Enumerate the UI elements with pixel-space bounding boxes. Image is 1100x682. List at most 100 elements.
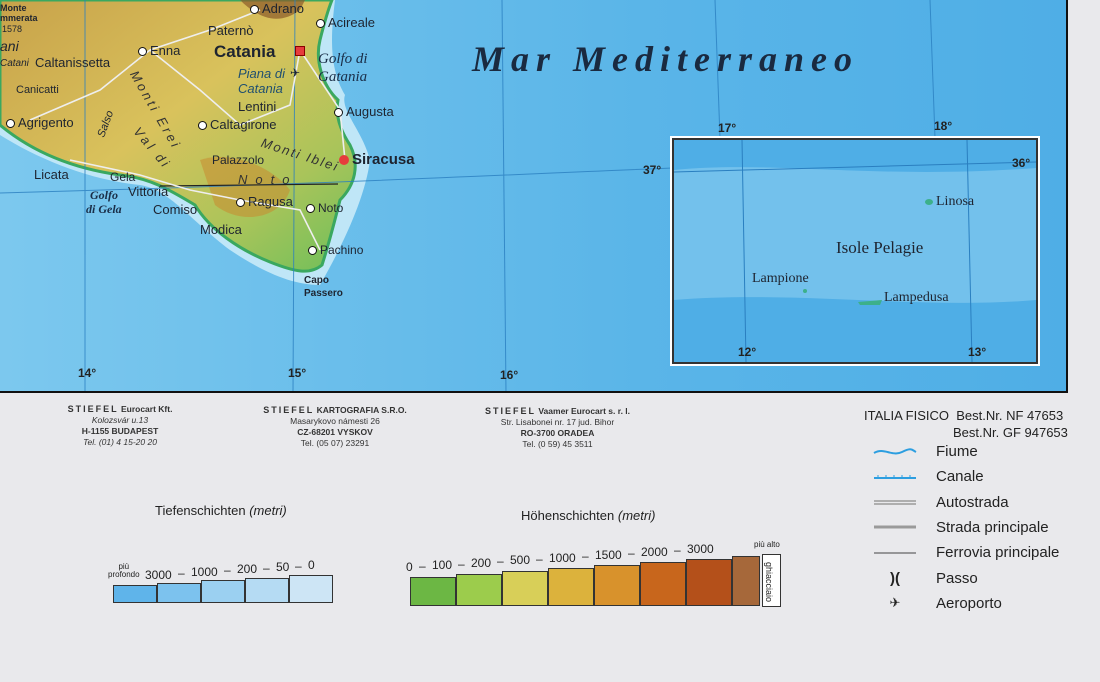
height-scale-title: Höhenschichten (metri)	[521, 508, 656, 523]
gulf-gela-label: Golfo	[90, 188, 118, 202]
city-adrano: Adrano	[250, 1, 304, 16]
height-color-cell	[548, 568, 594, 606]
noto-region-label: Noto	[238, 172, 298, 187]
longitude-label: 17°	[718, 121, 737, 135]
island-lampione: Lampione	[752, 271, 809, 286]
gulf-catania-label: Golfo di	[318, 51, 368, 67]
gulf-catania-label: Gatania	[318, 69, 368, 85]
height-tick-label: –	[582, 548, 589, 563]
depth-tick-label: 200	[237, 562, 258, 577]
height-tick-label: 200	[471, 555, 492, 570]
height-tick-label: –	[419, 559, 426, 574]
gulf-gela-label: di Gela	[86, 202, 122, 216]
depth-color-cell	[245, 577, 289, 603]
publisher-budapest: STIEFEL Eurocart Kft. Kolozsvár u.13 H-1…	[67, 404, 173, 447]
elevation-label: 1578	[2, 24, 23, 34]
legend-item: ✈ Aeroporto	[872, 595, 1002, 612]
city-acireale: Acireale	[316, 15, 375, 30]
longitude-label: 18°	[934, 119, 953, 133]
publisher-oradea: STIEFEL Vaamer Eurocart s. r. l. Str. Li…	[484, 406, 631, 449]
legend-item: Canale	[872, 468, 984, 485]
legend-item: )(Passo	[872, 570, 978, 587]
legend-item: Strada principale	[872, 519, 1049, 536]
main-road-icon	[872, 520, 918, 534]
order-number: Best.Nr. GF 947653	[953, 425, 1068, 440]
city-palazzolo: Palazzolo	[212, 153, 265, 167]
depth-color-cell	[157, 582, 201, 603]
city-pachino: Pachino	[308, 243, 363, 257]
city-lentini: Lentini	[238, 99, 277, 114]
legend-item: Autostrada	[872, 494, 1009, 511]
island-linosa: Linosa	[936, 194, 975, 209]
depth-tick-label: 3000	[145, 568, 172, 582]
height-tick-label: –	[674, 542, 681, 557]
city-augusta: Augusta	[334, 104, 394, 119]
plain-label: Catania	[238, 81, 283, 96]
legend-title: ITALIA FISICO Best.Nr. NF 47653	[864, 408, 1064, 423]
place-label: Monte	[0, 3, 27, 13]
longitude-label: 12°	[738, 345, 757, 359]
place-label: ani	[0, 38, 19, 54]
height-tick-label: 3000	[687, 541, 714, 556]
height-tick-label: –	[536, 551, 543, 566]
city-licata: Licata	[34, 167, 69, 182]
height-color-cell	[686, 559, 732, 606]
height-color-cell	[410, 577, 456, 606]
height-color-cell	[456, 574, 502, 606]
depth-color-cell	[289, 575, 333, 603]
island-lampedusa: Lampedusa	[884, 290, 949, 305]
legend-label: Autostrada	[936, 493, 1009, 511]
city-marker	[339, 155, 349, 165]
depth-tick-label: –	[263, 560, 270, 575]
height-color-cell	[732, 556, 760, 606]
graticule	[0, 0, 936, 391]
height-tick-label: 500	[510, 553, 531, 568]
longitude-label: 16°	[500, 368, 519, 382]
city-catania: Catania	[214, 42, 276, 61]
legend-label: Canale	[936, 468, 984, 486]
city-gela: Gela	[110, 170, 136, 184]
map-area: Mar Mediterraneo Monte mmerata 1578 ani …	[0, 0, 1068, 393]
depth-color-cell	[113, 585, 157, 603]
legend-label: Fiume	[936, 443, 978, 460]
height-tick-label: –	[497, 554, 504, 569]
plain-label: Piana di	[238, 66, 285, 81]
place-label: Catani	[0, 58, 29, 69]
sea-name-label: Mar Mediterraneo	[472, 39, 860, 79]
city-vittoria: Vittoria	[128, 184, 169, 199]
city-agrigento: Agrigento	[6, 115, 74, 130]
latitude-label: 37°	[643, 163, 662, 177]
city-ragusa: Ragusa	[236, 194, 293, 209]
height-tick-label: 100	[432, 558, 453, 573]
legend-label: Ferrovia principale	[936, 544, 1060, 562]
height-tick-label: 2000	[641, 544, 668, 559]
depth-tick-label: 0	[308, 558, 315, 573]
legend-label: Passo	[936, 569, 978, 587]
depth-tick-label: 50	[276, 560, 290, 575]
city-paterno: Paternò	[208, 23, 254, 38]
depth-tick-label: –	[178, 566, 185, 581]
height-tick-label: 1000	[549, 550, 576, 565]
depth-tick-label: –	[295, 559, 302, 573]
city-canicatti: Canicatti	[16, 84, 59, 96]
railway-icon	[872, 546, 918, 560]
city-noto: Noto	[306, 201, 343, 215]
city-enna: Enna	[138, 43, 180, 58]
publisher-vyskov: STIEFEL KARTOGRAFIA S.R.O. Masarykovo ná…	[263, 405, 407, 448]
height-color-cell	[594, 565, 640, 606]
depth-tick-label: 1000	[191, 565, 218, 580]
airport-icon: ✈	[889, 595, 901, 611]
inset-map-pelagie: 36° Linosa Isole Pelagie Lampione Lamped…	[672, 138, 1038, 364]
city-modica: Modica	[200, 222, 242, 237]
legend-label: Strada principale	[936, 518, 1049, 536]
capital-marker	[295, 46, 305, 56]
depth-color-cell	[201, 580, 245, 603]
place-label: mmerata	[0, 13, 38, 23]
legend-label: Aeroporto	[936, 594, 1002, 612]
longitude-label: 14°	[78, 366, 97, 380]
city-caltanissetta: Caltanissetta	[35, 55, 111, 70]
height-tick-label: 0	[406, 560, 413, 574]
highest-label: più alto	[754, 540, 780, 549]
legend-item: Fiume	[872, 443, 978, 460]
depth-tick-label: –	[224, 563, 231, 578]
